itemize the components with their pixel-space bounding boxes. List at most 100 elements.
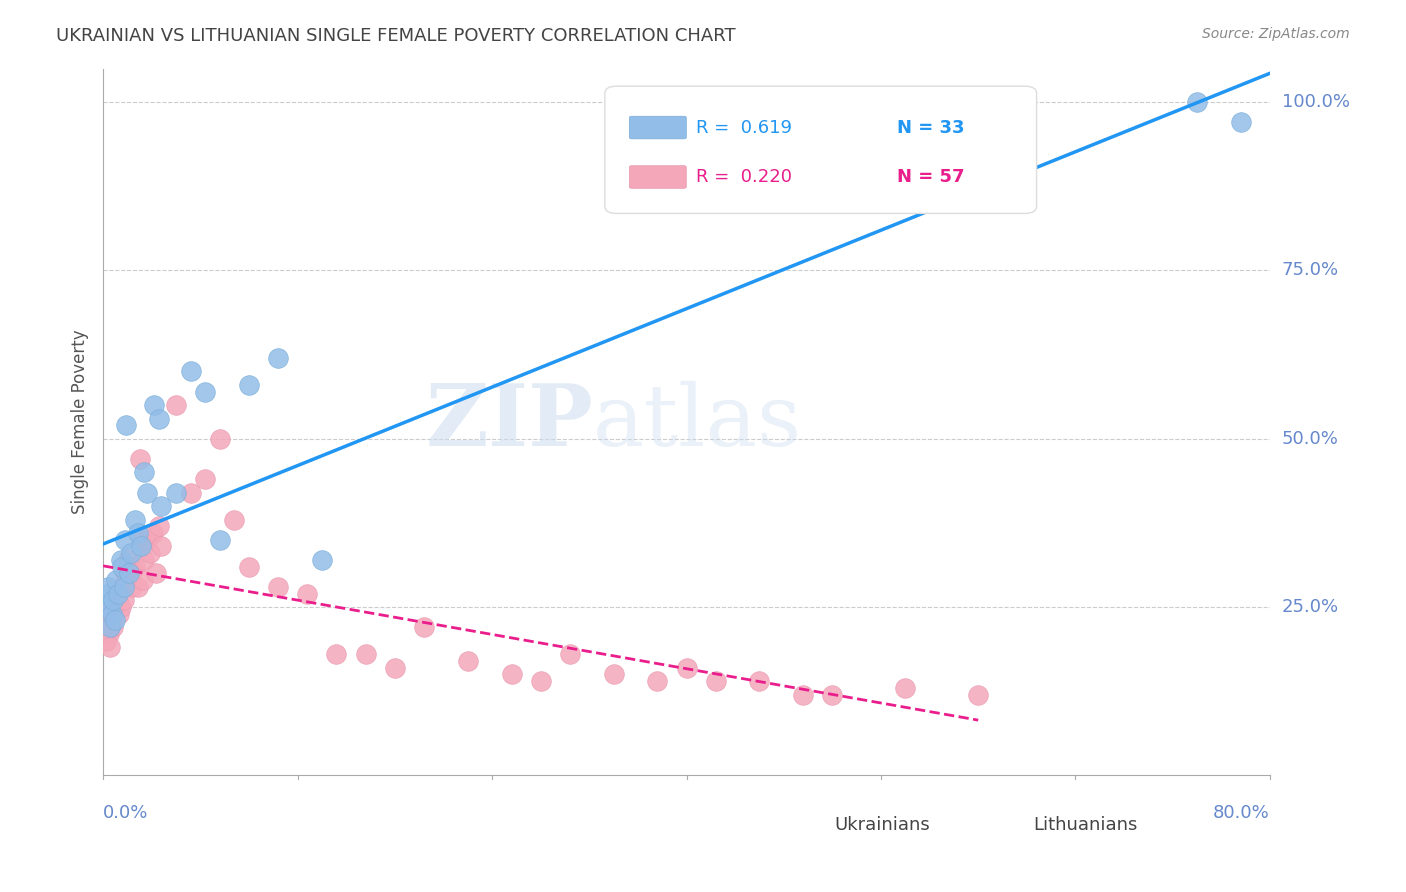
Point [96, 580, 118, 594]
Point [675, 660, 697, 674]
Text: Lithuanians: Lithuanians [1033, 816, 1137, 834]
Point [180, 364, 202, 378]
Point [354, 647, 377, 661]
Point [1185, 95, 1208, 110]
Point [967, 688, 990, 702]
Point [93, 620, 115, 634]
Point [135, 485, 157, 500]
Point [150, 540, 173, 554]
Text: Source: ZipAtlas.com: Source: ZipAtlas.com [1202, 27, 1350, 41]
Point [558, 647, 581, 661]
Text: ZIP: ZIP [426, 380, 593, 464]
Point [501, 667, 523, 681]
Point [224, 512, 246, 526]
Point [238, 377, 260, 392]
Point [457, 654, 479, 668]
Text: UKRAINIAN VS LITHUANIAN SINGLE FEMALE POVERTY CORRELATION CHART: UKRAINIAN VS LITHUANIAN SINGLE FEMALE PO… [56, 27, 735, 45]
Point [120, 566, 142, 581]
Point [110, 553, 132, 567]
Point [413, 620, 436, 634]
Point [139, 546, 162, 560]
Point [748, 674, 770, 689]
Point [131, 573, 153, 587]
Point [120, 546, 142, 560]
FancyBboxPatch shape [605, 87, 1036, 213]
Point [94, 633, 117, 648]
Point [111, 559, 134, 574]
Point [530, 674, 553, 689]
Point [602, 667, 624, 681]
Point [238, 559, 260, 574]
Text: 25.0%: 25.0% [1282, 598, 1339, 616]
Point [114, 566, 136, 581]
Point [647, 674, 669, 689]
Text: 0.0%: 0.0% [103, 804, 149, 822]
Point [105, 586, 128, 600]
Point [325, 647, 347, 661]
Point [148, 411, 170, 425]
Point [124, 559, 146, 574]
Point [111, 580, 134, 594]
Text: 100.0%: 100.0% [1282, 93, 1350, 112]
Point [267, 580, 290, 594]
Point [114, 533, 136, 547]
Point [112, 580, 135, 594]
Point [165, 398, 187, 412]
Point [118, 566, 141, 581]
Point [150, 499, 173, 513]
Point [208, 533, 231, 547]
Point [132, 466, 155, 480]
FancyBboxPatch shape [772, 816, 823, 833]
Point [108, 607, 131, 621]
Point [145, 566, 167, 581]
Point [143, 398, 166, 412]
Point [127, 580, 149, 594]
Text: N = 57: N = 57 [897, 168, 965, 186]
Point [115, 418, 138, 433]
Point [194, 472, 217, 486]
Text: Ukrainians: Ukrainians [835, 816, 931, 834]
Point [180, 485, 202, 500]
Point [104, 600, 127, 615]
Point [194, 384, 217, 399]
Point [96, 607, 118, 621]
Point [100, 640, 122, 655]
Point [894, 681, 917, 695]
Point [132, 553, 155, 567]
Point [704, 674, 727, 689]
Point [142, 526, 165, 541]
Text: 80.0%: 80.0% [1213, 804, 1270, 822]
Point [792, 688, 814, 702]
Point [129, 533, 152, 547]
Point [104, 614, 127, 628]
Y-axis label: Single Female Poverty: Single Female Poverty [72, 330, 89, 514]
Point [821, 688, 844, 702]
Point [107, 586, 129, 600]
Point [118, 559, 141, 574]
Point [124, 512, 146, 526]
Point [101, 614, 124, 628]
Point [100, 620, 122, 634]
Point [128, 452, 150, 467]
Point [112, 593, 135, 607]
Point [127, 526, 149, 541]
Point [110, 600, 132, 615]
FancyBboxPatch shape [630, 116, 686, 139]
Text: R =  0.619: R = 0.619 [696, 119, 792, 136]
Point [267, 351, 290, 365]
FancyBboxPatch shape [630, 166, 686, 188]
Point [94, 586, 117, 600]
Point [297, 586, 319, 600]
Point [103, 593, 125, 607]
Text: 75.0%: 75.0% [1282, 261, 1339, 279]
Point [135, 533, 157, 547]
Point [121, 580, 143, 594]
Text: N = 33: N = 33 [897, 119, 965, 136]
Point [148, 519, 170, 533]
Point [101, 607, 124, 621]
Point [103, 620, 125, 634]
Point [97, 600, 120, 615]
Point [384, 660, 406, 674]
Point [129, 540, 152, 554]
Text: 50.0%: 50.0% [1282, 430, 1339, 448]
